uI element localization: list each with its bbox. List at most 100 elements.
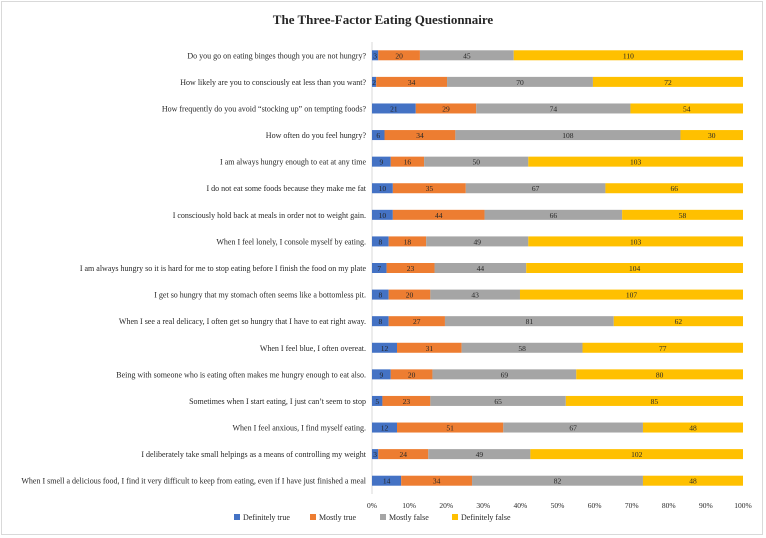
bar-segment-definitely-true bbox=[372, 475, 402, 486]
data-label: 107 bbox=[626, 291, 638, 300]
bar-segment-mostly-true bbox=[376, 76, 448, 87]
category-label: How likely are you to consciously eat le… bbox=[180, 78, 366, 87]
category-label: I deliberately take small helpings as a … bbox=[141, 450, 366, 459]
bar-segment-mostly-false bbox=[434, 263, 527, 273]
data-label: 29 bbox=[442, 104, 450, 113]
x-tick-label: 30% bbox=[476, 501, 490, 510]
category-label: How often do you feel hungry? bbox=[266, 131, 367, 140]
bar-segment-mostly-false bbox=[424, 156, 529, 167]
data-label: 103 bbox=[630, 237, 642, 246]
bar-segment-definitely-false bbox=[622, 209, 743, 220]
data-label: 45 bbox=[463, 51, 471, 60]
bar-segment-mostly-false bbox=[455, 130, 681, 141]
bar-segment-mostly-true bbox=[392, 209, 485, 220]
legend-label: Mostly true bbox=[319, 513, 357, 522]
data-label: 9 bbox=[380, 158, 384, 167]
bar-segment-mostly-false bbox=[430, 289, 520, 300]
bar-segment-definitely-true bbox=[372, 422, 398, 433]
data-label: 34 bbox=[416, 131, 424, 140]
bar-segment-definitely-true bbox=[372, 342, 398, 353]
legend-label: Definitely false bbox=[461, 513, 511, 522]
bar-segment-mostly-false bbox=[503, 422, 643, 433]
bar-segment-definitely-false bbox=[565, 395, 743, 406]
data-label: 48 bbox=[689, 477, 697, 486]
legend-swatch bbox=[452, 514, 458, 520]
bar-segment-mostly-true bbox=[390, 156, 425, 167]
data-label: 110 bbox=[623, 51, 634, 60]
x-tick-label: 10% bbox=[402, 501, 416, 510]
data-label: 23 bbox=[403, 397, 411, 406]
data-label: 62 bbox=[675, 317, 683, 326]
bar-segment-mostly-false bbox=[428, 449, 531, 460]
bar-segment-definitely-false bbox=[642, 422, 743, 433]
data-label: 5 bbox=[375, 397, 379, 406]
data-label: 77 bbox=[659, 344, 667, 353]
data-label: 67 bbox=[532, 184, 540, 193]
category-label: When I feel anxious, I find myself eatin… bbox=[232, 424, 366, 433]
data-label: 54 bbox=[683, 104, 691, 113]
x-tick-label: 60% bbox=[588, 501, 602, 510]
data-label: 3 bbox=[373, 450, 377, 459]
bar-segment-mostly-true bbox=[384, 130, 456, 141]
bar-segment-definitely-false bbox=[613, 316, 743, 327]
bar-segment-mostly-false bbox=[447, 76, 593, 87]
plot-area: Do you go on eating binges though you ar… bbox=[21, 42, 743, 494]
x-tick-label: 80% bbox=[662, 501, 676, 510]
data-label: 20 bbox=[395, 51, 403, 60]
legend: Definitely true Mostly true Mostly false De… bbox=[234, 513, 511, 522]
data-label: 23 bbox=[407, 264, 415, 273]
category-label: When I smell a delicious food, I find it… bbox=[21, 477, 366, 486]
x-tick-label: 100% bbox=[734, 501, 752, 510]
category-label: When I feel blue, I often overeat. bbox=[260, 344, 366, 353]
bar-segment-mostly-false bbox=[484, 209, 623, 220]
data-label: 80 bbox=[656, 370, 664, 379]
bar-segment-definitely-false bbox=[513, 50, 743, 61]
x-tick-label: 0% bbox=[367, 501, 377, 510]
bar-segment-mostly-true bbox=[397, 342, 462, 353]
x-tick-label: 70% bbox=[625, 501, 639, 510]
bar-segment-definitely-true bbox=[372, 50, 379, 61]
data-label: 65 bbox=[494, 397, 502, 406]
data-label: 10 bbox=[379, 211, 387, 220]
data-label: 67 bbox=[569, 424, 577, 433]
bar-segment-mostly-true bbox=[378, 449, 429, 460]
data-label: 81 bbox=[526, 317, 534, 326]
data-label: 43 bbox=[471, 291, 479, 300]
data-label: 34 bbox=[408, 78, 416, 87]
data-label: 44 bbox=[435, 211, 443, 220]
data-label: 16 bbox=[404, 158, 412, 167]
bar-segment-mostly-false bbox=[432, 369, 577, 380]
bar-segment-definitely-true bbox=[372, 316, 389, 327]
data-label: 34 bbox=[433, 477, 441, 486]
legend-swatch bbox=[310, 514, 316, 520]
category-label: Sometimes when I start eating, I just ca… bbox=[189, 397, 366, 406]
data-label: 27 bbox=[413, 317, 421, 326]
data-label: 2 bbox=[372, 78, 376, 87]
category-label: I am always hungry so it is hard for me … bbox=[80, 264, 367, 273]
data-label: 103 bbox=[630, 158, 642, 167]
data-label: 74 bbox=[550, 104, 558, 113]
data-label: 66 bbox=[670, 184, 678, 193]
data-label: 85 bbox=[651, 397, 659, 406]
data-label: 82 bbox=[554, 477, 562, 486]
x-tick-label: 50% bbox=[551, 501, 565, 510]
bar-segment-definitely-true bbox=[372, 236, 389, 247]
category-label: When I see a real delicacy, I often get … bbox=[119, 317, 366, 326]
data-label: 48 bbox=[689, 424, 697, 433]
data-label: 66 bbox=[550, 211, 558, 220]
bar-segment-definitely-false bbox=[519, 289, 743, 300]
data-label: 9 bbox=[380, 370, 384, 379]
category-label: I do not eat some foods because they mak… bbox=[207, 184, 367, 193]
data-label: 6 bbox=[376, 131, 380, 140]
data-label: 8 bbox=[378, 317, 382, 326]
bar-segment-definitely-true bbox=[372, 263, 387, 273]
bar-segment-mostly-true bbox=[378, 50, 420, 61]
bar-segment-definitely-false bbox=[526, 263, 743, 273]
bar-segment-definitely-false bbox=[576, 369, 743, 380]
data-label: 49 bbox=[476, 450, 484, 459]
bar-segment-mostly-true bbox=[386, 263, 435, 273]
category-label: I get so hungry that my stomach often se… bbox=[154, 291, 366, 300]
data-label: 58 bbox=[518, 344, 526, 353]
